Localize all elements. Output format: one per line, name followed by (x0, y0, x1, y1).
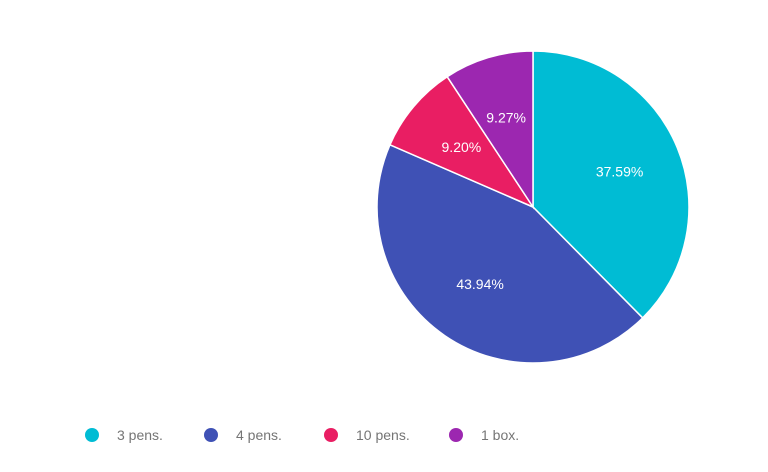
legend-marker (449, 428, 463, 442)
pie-slice[interactable] (532, 50, 690, 319)
slice-label: 9.27% (486, 109, 526, 125)
legend-marker (204, 428, 218, 442)
legend-label: 1 box. (481, 427, 519, 443)
slice-label: 43.94% (456, 276, 503, 292)
legend-label: 4 pens. (236, 427, 282, 443)
slice-label: 37.59% (596, 163, 643, 179)
legend-marker (85, 428, 99, 442)
legend-label: 10 pens. (356, 427, 410, 443)
pie-slice[interactable] (388, 75, 536, 209)
pie-slice[interactable] (446, 50, 534, 210)
pie-slice[interactable] (376, 143, 644, 364)
legend-label: 3 pens. (117, 427, 163, 443)
legend-marker (324, 428, 338, 442)
slice-label: 9.20% (442, 139, 482, 155)
